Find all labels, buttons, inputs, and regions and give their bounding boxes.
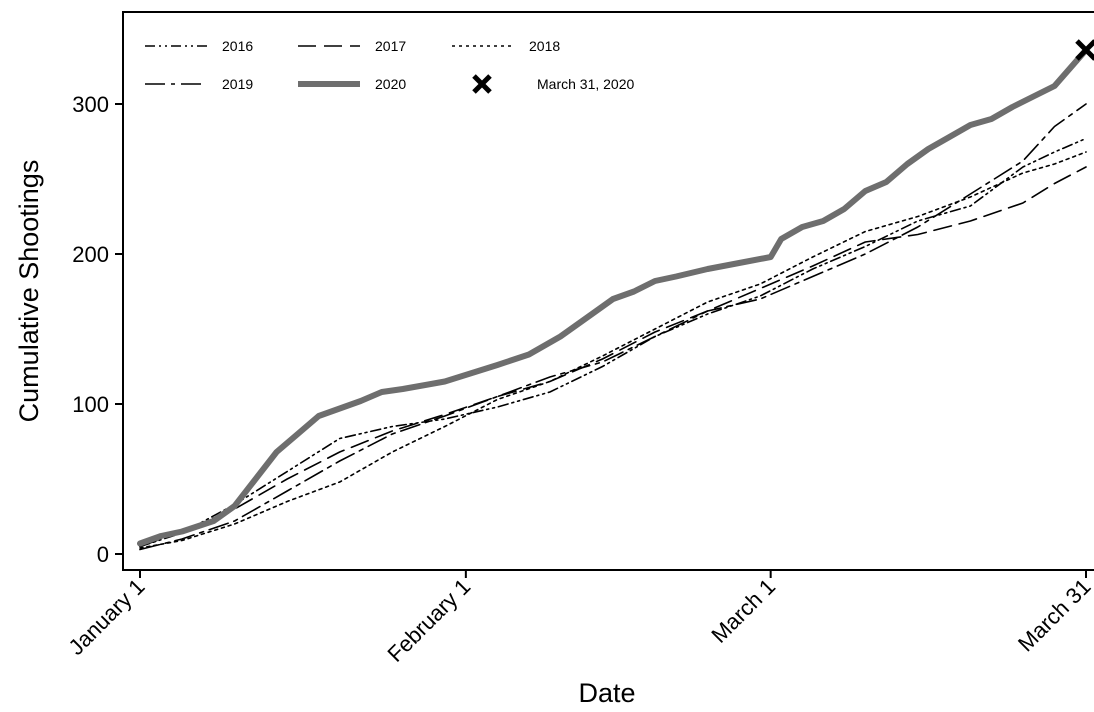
series-line-2016 xyxy=(139,137,1087,548)
series-layer xyxy=(137,39,1094,551)
x-axis-title: Date xyxy=(578,678,635,708)
y-axis-title: Cumulative Shootings xyxy=(14,160,44,423)
legend-label: March 31, 2020 xyxy=(537,76,634,92)
legend-item-March 31, 2020: March 31, 2020 xyxy=(472,74,634,94)
x-tick-label: January 1 xyxy=(64,574,150,660)
series-line-2020 xyxy=(137,47,1089,547)
legend-item-2020: 2020 xyxy=(298,76,406,92)
x-tick-label: February 1 xyxy=(382,574,475,667)
x-marker-point xyxy=(1075,39,1094,61)
legend: 2016 2017 2018 2019 2020 March 31, 2020 xyxy=(145,38,634,94)
y-tick-label: 100 xyxy=(72,392,109,417)
legend-label: 2016 xyxy=(222,38,253,54)
legend-item-2019: 2019 xyxy=(145,76,253,92)
legend-label: 2017 xyxy=(375,38,406,54)
legend-item-2016: 2016 xyxy=(145,38,253,54)
axes-layer: 0 100 200 300 January 1 February 1 March 1 Marc… xyxy=(64,92,1094,667)
y-tick-label: 200 xyxy=(72,242,109,267)
legend-x-marker xyxy=(472,74,492,94)
y-tick-label: 0 xyxy=(97,542,109,567)
series-line-2018 xyxy=(139,151,1087,549)
legend-label: 2018 xyxy=(529,38,560,54)
y-tick-label: 300 xyxy=(72,92,109,117)
x-marker-stroke xyxy=(1075,39,1094,61)
series-line-2017 xyxy=(139,166,1087,548)
legend-label: 2019 xyxy=(222,76,253,92)
plot-area-border xyxy=(122,11,1094,571)
x-tick-label: March 1 xyxy=(706,574,780,648)
plot-frame xyxy=(122,11,1094,571)
legend-item-2017: 2017 xyxy=(298,38,406,54)
series-line-2019 xyxy=(139,103,1087,551)
legend-item-2018: 2018 xyxy=(452,38,560,54)
x-tick-label: March 31 xyxy=(1013,574,1094,657)
legend-label: 2020 xyxy=(375,76,406,92)
